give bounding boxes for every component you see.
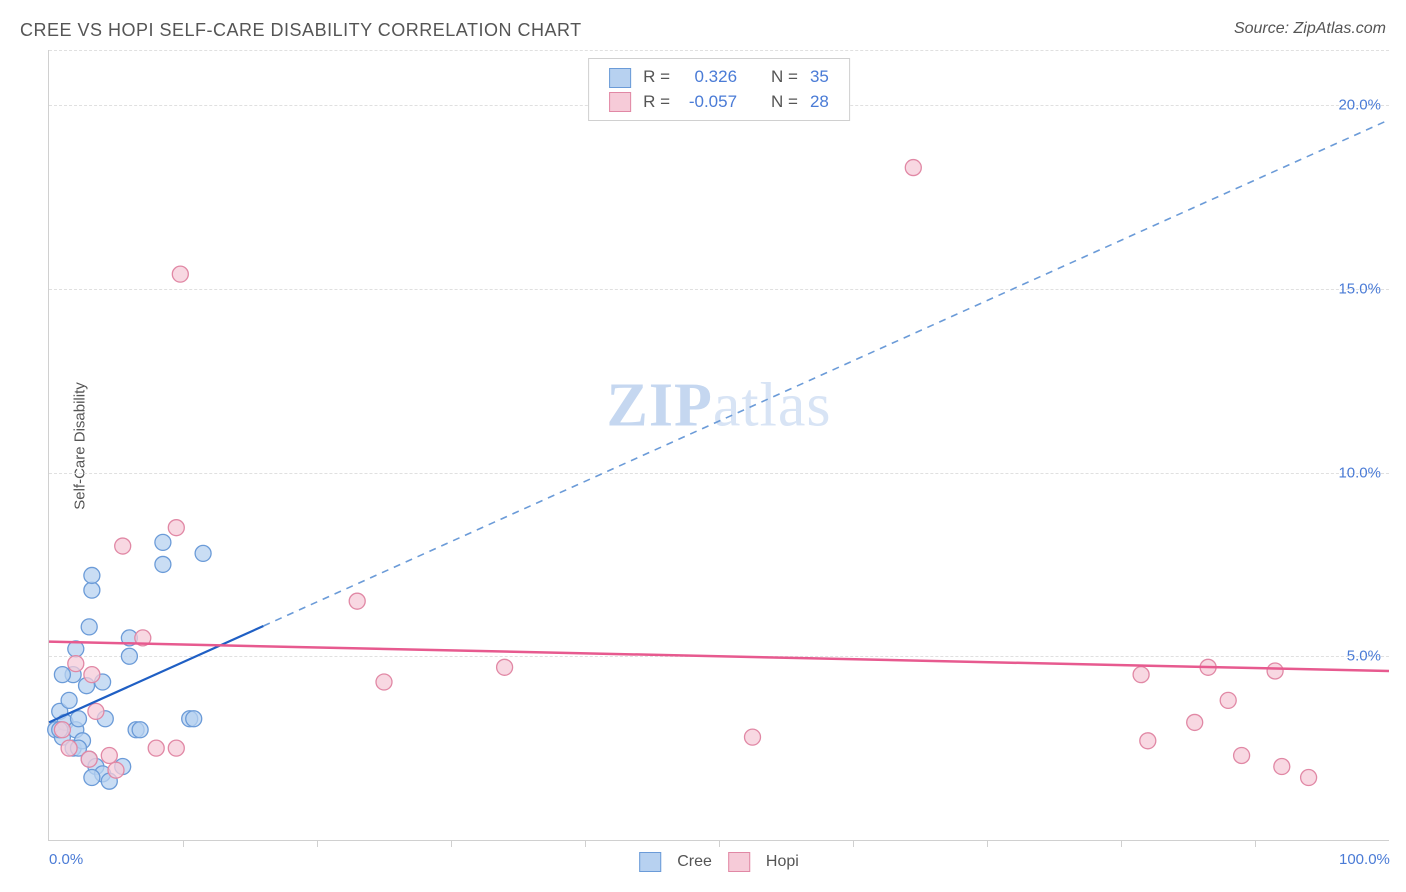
legend-swatch	[609, 68, 631, 88]
chart-header: CREE VS HOPI SELF-CARE DISABILITY CORREL…	[20, 20, 1386, 41]
legend-n-value: 35	[804, 65, 835, 90]
data-point	[84, 567, 100, 583]
data-point	[172, 266, 188, 282]
data-point	[84, 770, 100, 786]
scatter-plot-svg	[49, 50, 1389, 840]
x-tick-label: 100.0%	[1339, 851, 1390, 868]
legend-r-value: 0.326	[676, 65, 743, 90]
legend-n-value: 28	[804, 90, 835, 115]
data-point	[1274, 759, 1290, 775]
data-point	[115, 538, 131, 554]
legend-label: Hopi	[766, 853, 799, 870]
x-minor-tick	[585, 840, 586, 847]
chart-title: CREE VS HOPI SELF-CARE DISABILITY CORREL…	[20, 20, 582, 41]
plot-area: ZIPatlas R =0.326N =35R =-0.057N =28 Cre…	[48, 50, 1389, 841]
series-legend: Cree Hopi	[631, 852, 807, 872]
data-point	[1220, 692, 1236, 708]
data-point	[1140, 733, 1156, 749]
x-minor-tick	[317, 840, 318, 847]
data-point	[155, 534, 171, 550]
data-point	[101, 747, 117, 763]
data-point	[195, 545, 211, 561]
data-point	[168, 520, 184, 536]
x-minor-tick	[853, 840, 854, 847]
trend-line-dashed	[263, 120, 1389, 626]
data-point	[148, 740, 164, 756]
legend-label: Cree	[677, 853, 712, 870]
data-point	[108, 762, 124, 778]
data-point	[745, 729, 761, 745]
x-minor-tick	[451, 840, 452, 847]
data-point	[81, 751, 97, 767]
legend-row: R =-0.057 N =28	[603, 90, 835, 115]
data-point	[121, 648, 137, 664]
data-point	[349, 593, 365, 609]
data-point	[1301, 770, 1317, 786]
legend-n-label: N =	[765, 65, 804, 90]
data-point	[905, 160, 921, 176]
data-point	[54, 667, 70, 683]
data-point	[132, 722, 148, 738]
data-point	[68, 656, 84, 672]
data-point	[84, 582, 100, 598]
legend-r-value: -0.057	[676, 90, 743, 115]
data-point	[61, 692, 77, 708]
data-point	[497, 659, 513, 675]
data-point	[54, 722, 70, 738]
data-point	[88, 703, 104, 719]
data-point	[168, 740, 184, 756]
data-point	[186, 711, 202, 727]
trend-line	[49, 642, 1389, 671]
data-point	[1267, 663, 1283, 679]
x-tick-label: 0.0%	[49, 851, 83, 868]
data-point	[1133, 667, 1149, 683]
legend-swatch	[609, 92, 631, 112]
data-point	[84, 667, 100, 683]
data-point	[376, 674, 392, 690]
data-point	[1187, 714, 1203, 730]
x-minor-tick	[1121, 840, 1122, 847]
x-minor-tick	[719, 840, 720, 847]
data-point	[61, 740, 77, 756]
data-point	[1234, 747, 1250, 763]
source-attribution: Source: ZipAtlas.com	[1234, 20, 1386, 38]
legend-r-label: R =	[637, 90, 676, 115]
legend-swatch	[728, 852, 750, 872]
x-minor-tick	[987, 840, 988, 847]
legend-n-label: N =	[765, 90, 804, 115]
x-minor-tick	[183, 840, 184, 847]
correlation-legend: R =0.326 N =35 R =-0.057 N =28	[588, 58, 850, 121]
legend-r-label: R =	[637, 65, 676, 90]
data-point	[155, 556, 171, 572]
legend-row: R =0.326 N =35	[603, 65, 835, 90]
data-point	[81, 619, 97, 635]
x-minor-tick	[1255, 840, 1256, 847]
data-point	[70, 711, 86, 727]
legend-swatch	[639, 852, 661, 872]
